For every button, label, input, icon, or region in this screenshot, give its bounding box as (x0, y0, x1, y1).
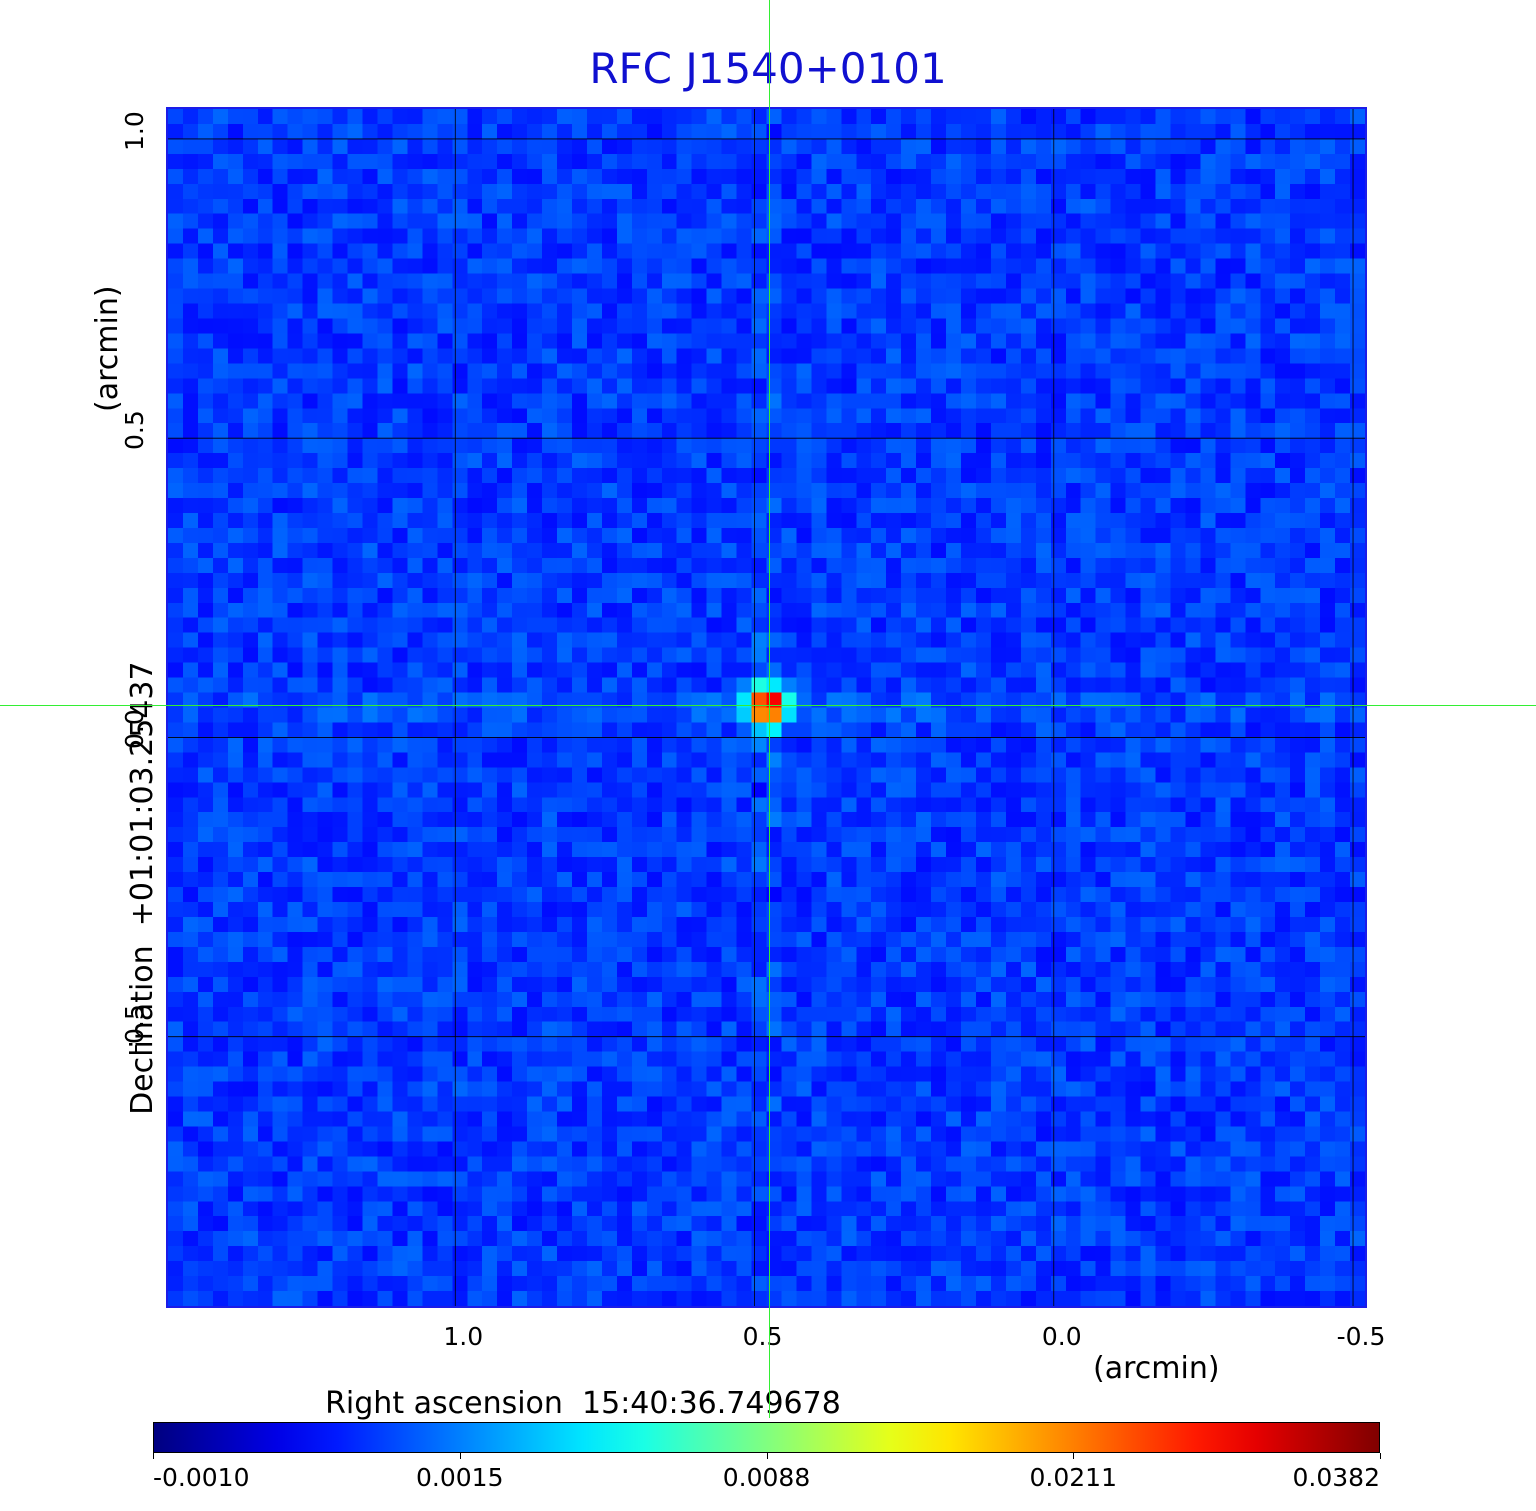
y-axis-title: Declination (125, 945, 160, 1115)
crosshair-vertical (769, 0, 770, 1418)
colorbar-tick (1380, 1453, 1381, 1459)
x-axis-unit: (arcmin) (1093, 1351, 1220, 1386)
x-axis-reference-value: 15:40:36.749678 (582, 1386, 841, 1421)
intensity-map[interactable] (168, 109, 1365, 1306)
colorbar-tick-label: 0.0088 (722, 1463, 811, 1492)
y-tick-label: 0.5 (120, 410, 149, 451)
colorbar-tick (767, 1453, 768, 1459)
y-axis-reference-value: +01:01:03.25437 (125, 661, 160, 927)
x-axis-label: Right ascension 15:40:36.749678 (306, 1351, 841, 1421)
colorbar-tick-label: -0.0010 (153, 1463, 250, 1492)
colorbar-tick (153, 1453, 154, 1459)
colorbar-tick (460, 1453, 461, 1459)
y-axis-unit: (arcmin) (90, 285, 125, 412)
grid-overlay (168, 109, 1365, 1306)
y-tick-label: 1.0 (120, 111, 149, 151)
colorbar-tick (1073, 1453, 1074, 1459)
y-axis-label: Declination +01:01:03.25437 (90, 661, 160, 1134)
colorbar-tick-label: 0.0211 (1029, 1463, 1117, 1492)
x-tick-label: -0.5 (1336, 1322, 1386, 1351)
colorbar (153, 1422, 1380, 1453)
colorbar-tick-label: 0.0382 (1292, 1463, 1380, 1492)
x-tick-label: 1.0 (443, 1322, 484, 1351)
plot-frame (166, 107, 1367, 1308)
colorbar-tick-label: 0.0015 (416, 1463, 504, 1492)
chart-title: RFC J1540+0101 (589, 44, 947, 93)
x-tick-label: 0.5 (742, 1322, 783, 1351)
x-axis-title: Right ascension (325, 1386, 563, 1421)
x-tick-label: 0.0 (1041, 1322, 1082, 1351)
crosshair-horizontal (0, 705, 1536, 706)
